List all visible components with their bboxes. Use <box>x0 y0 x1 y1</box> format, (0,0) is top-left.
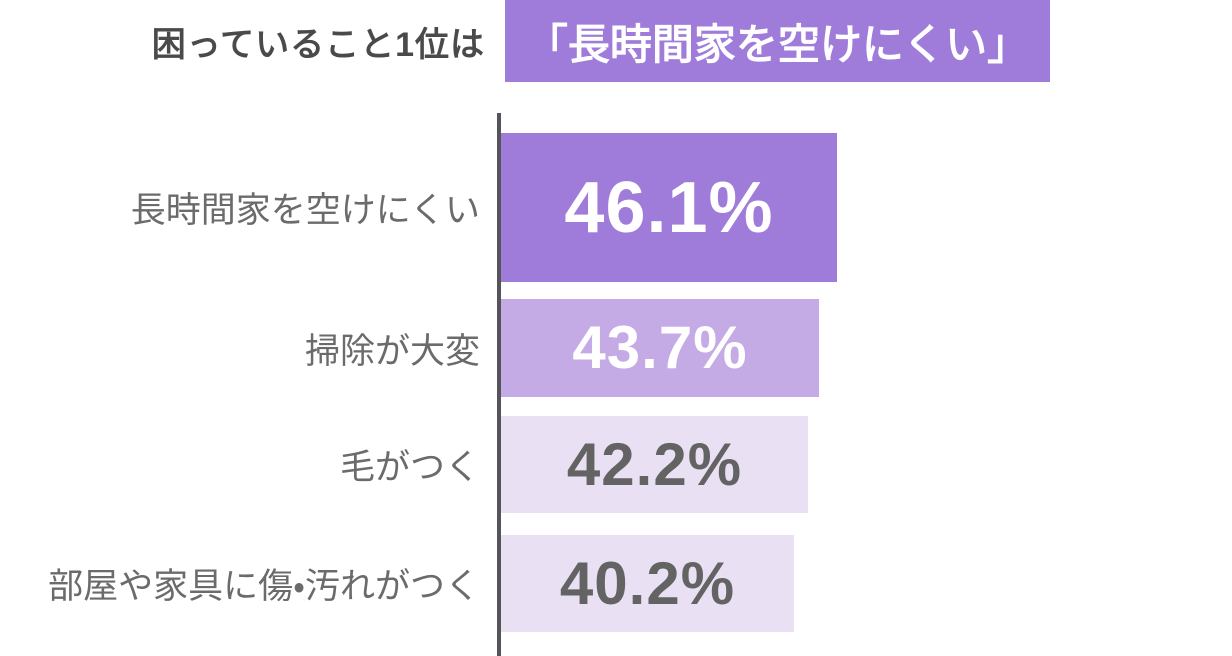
bar-value-label: 42.2% <box>566 430 743 498</box>
bar-value-label: 40.2% <box>559 549 736 617</box>
category-label-cleaning: 掃除が大変 <box>304 331 480 371</box>
category-label-long-absence: 長時間家を空けにくい <box>130 191 480 230</box>
bar-value-label: 43.7% <box>572 314 748 381</box>
bar-value-label: 46.1% <box>564 167 774 248</box>
chart-title-prefix: 困っていること1位は <box>151 25 485 64</box>
bar-fur: 42.2% <box>501 416 808 513</box>
category-label-scratches-stains: 部屋や家具に傷・汚れがつく <box>48 567 480 606</box>
category-label-fur: 毛がつく <box>339 448 480 487</box>
y-axis-line <box>497 113 501 656</box>
chart-title-highlight-badge: 「長時間家を空けにくい」 <box>505 0 1050 82</box>
bar-long-absence: 46.1% <box>501 133 837 282</box>
bar-scratches-stains: 40.2% <box>501 535 794 632</box>
bar-cleaning: 43.7% <box>501 299 819 397</box>
